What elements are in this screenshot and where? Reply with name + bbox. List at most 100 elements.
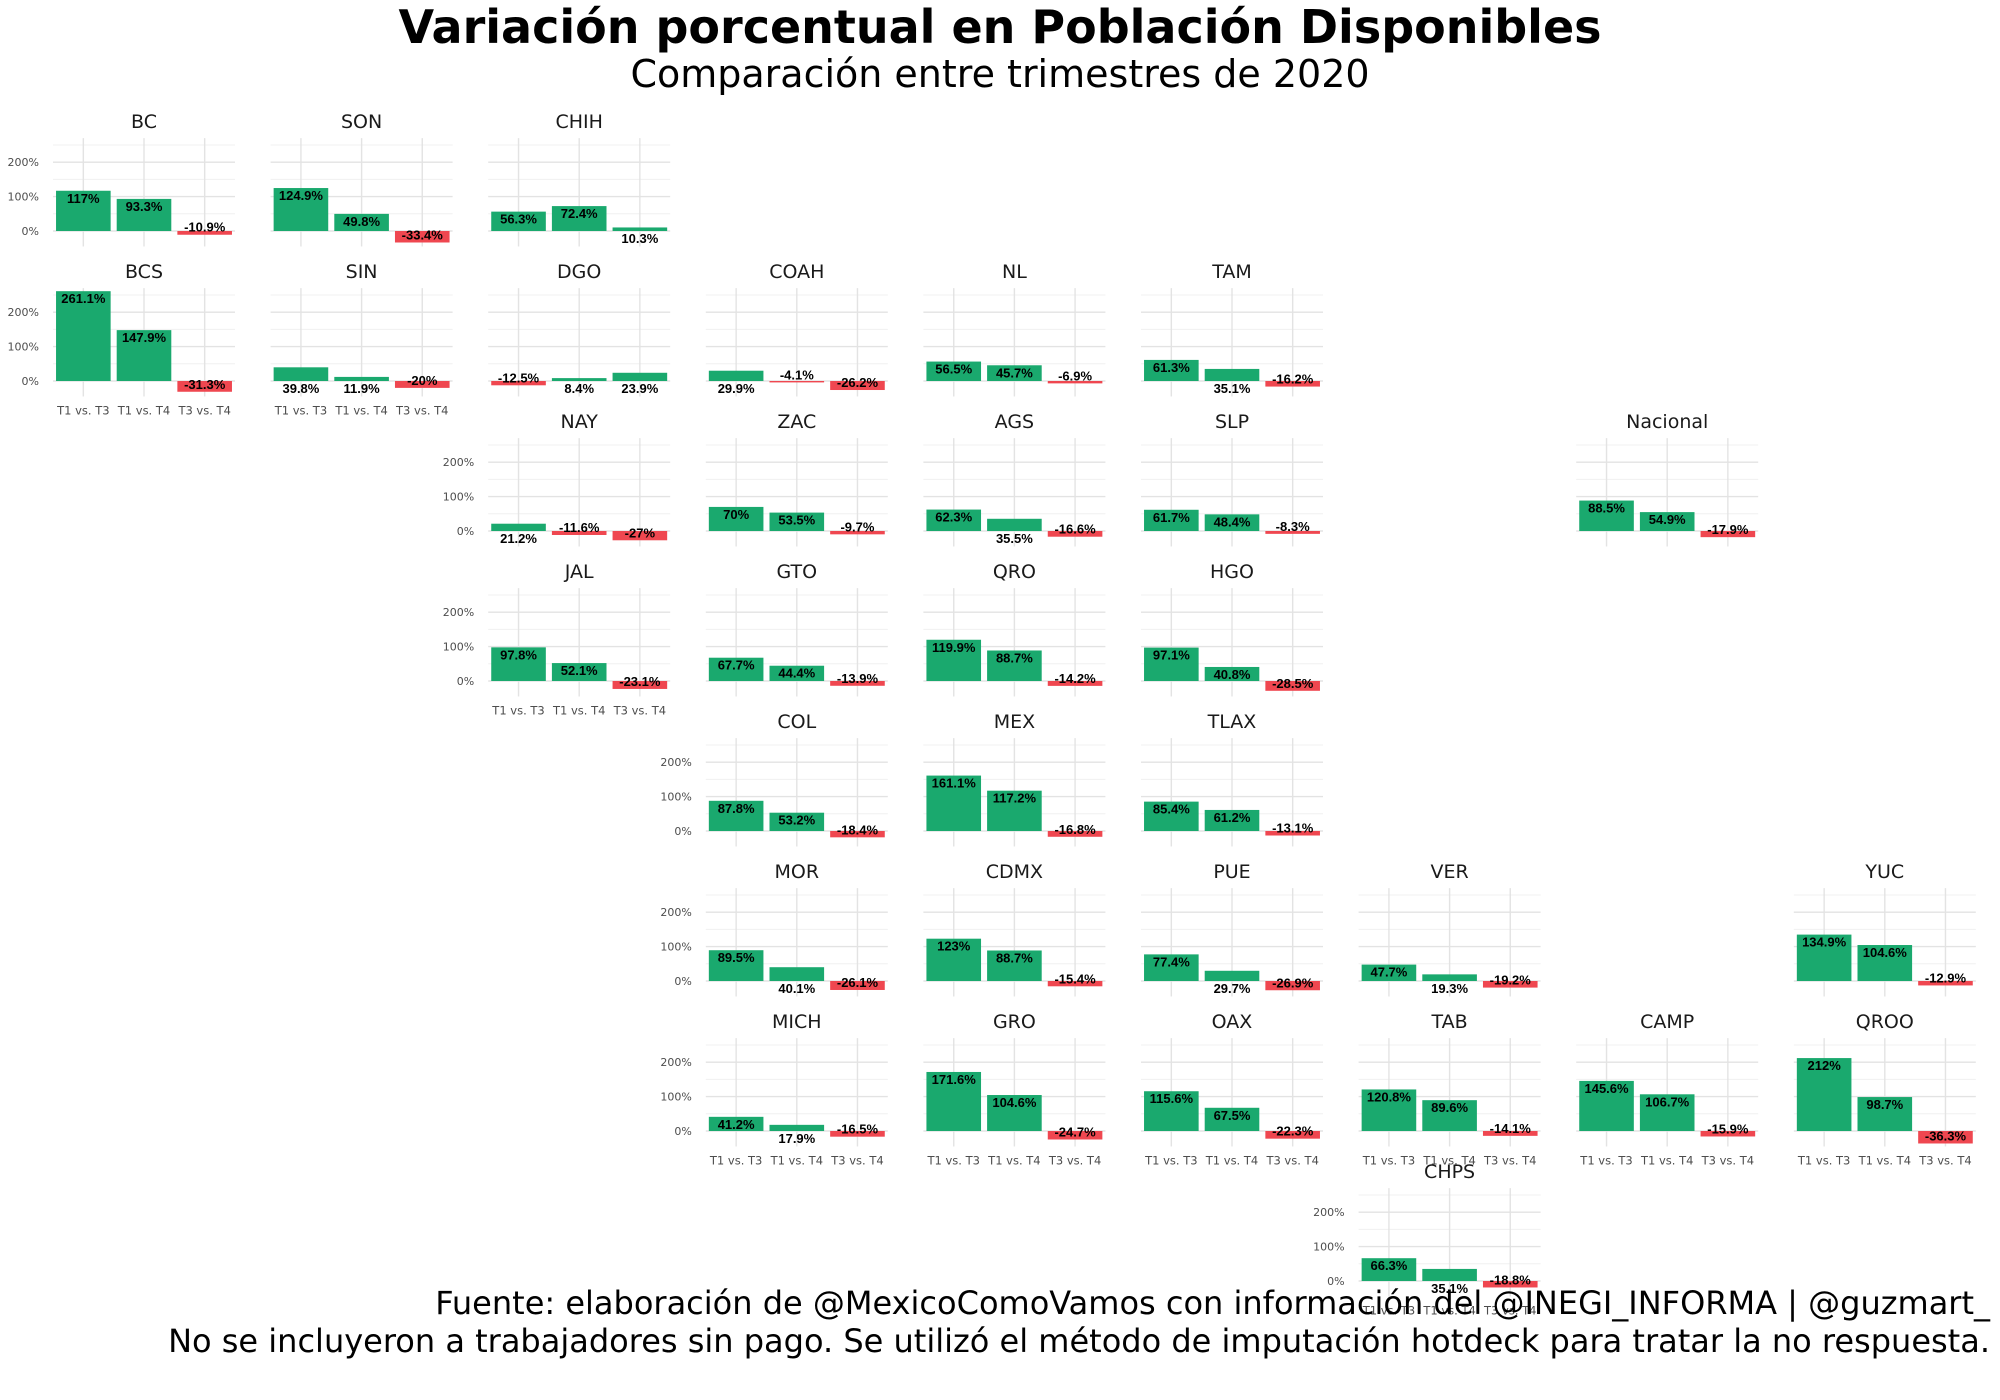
bar xyxy=(273,188,329,231)
data-label: 104.6% xyxy=(1863,945,1908,960)
facet-title: NL xyxy=(1002,261,1027,283)
data-label: 61.2% xyxy=(1214,810,1251,825)
facet-title: OAX xyxy=(1212,1011,1253,1033)
bar xyxy=(1639,1094,1695,1131)
data-label: 35.1% xyxy=(1431,1281,1468,1296)
facet-title: SLP xyxy=(1215,411,1249,433)
bar xyxy=(1047,1131,1103,1140)
facet-tam: TAM 61.3% 35.1% -16.2% xyxy=(1141,261,1323,397)
data-label: -20% xyxy=(407,373,438,388)
bar xyxy=(1144,647,1199,681)
bar xyxy=(708,370,764,381)
y-tick-label: 0% xyxy=(457,525,474,538)
bar xyxy=(1700,1131,1756,1137)
bar xyxy=(1796,934,1852,981)
data-label: 41.2% xyxy=(718,1117,755,1132)
data-label: 70% xyxy=(723,507,749,522)
data-label: -24.7% xyxy=(1054,1124,1096,1139)
bar xyxy=(116,198,172,231)
bar xyxy=(1422,1268,1477,1281)
data-label: 147.9% xyxy=(122,330,167,345)
data-label: -10.9% xyxy=(184,220,226,235)
data-label: -16.5% xyxy=(837,1122,879,1137)
y-tick-label: 0% xyxy=(674,825,691,838)
x-tick-label: T3 vs. T4 xyxy=(1701,1153,1754,1167)
facet-dgo: DGO -12.5% 8.4% 23.9% xyxy=(488,261,671,397)
bar xyxy=(56,190,111,231)
data-label: 161.1% xyxy=(932,776,977,791)
x-tick-label: T3 vs. T4 xyxy=(1918,1153,1971,1167)
data-label: 53.5% xyxy=(778,513,815,528)
bar xyxy=(394,381,450,388)
y-tick-label: 200% xyxy=(443,456,474,469)
y-tick-label: 200% xyxy=(660,906,691,919)
facet-title: JAL xyxy=(564,561,594,583)
data-label: -31.3% xyxy=(184,377,226,392)
bar xyxy=(1482,1131,1538,1136)
bar xyxy=(830,831,885,838)
data-label: 62.3% xyxy=(935,510,972,525)
bar xyxy=(987,518,1042,531)
x-tick-label: T3 vs. T4 xyxy=(1483,1153,1536,1167)
facet-title: DGO xyxy=(557,261,601,283)
data-label: 61.7% xyxy=(1153,510,1190,525)
facet-title: PUE xyxy=(1213,861,1250,883)
data-label: -16.6% xyxy=(1054,522,1096,537)
data-label: 123% xyxy=(937,939,971,954)
bar xyxy=(551,206,607,231)
facet-ver: VER 47.7% 19.3% -19.2% xyxy=(1358,861,1541,997)
facet-camp: CAMP 145.6% 106.7% -15.9% T1 vs. T3 T1 vs. T4… xyxy=(1576,1011,1759,1167)
data-label: -19.2% xyxy=(1490,973,1532,988)
data-label: 40.1% xyxy=(778,981,815,996)
y-tick-label: 100% xyxy=(443,491,474,504)
y-tick-label: 100% xyxy=(8,341,39,354)
data-label: 145.6% xyxy=(1584,1081,1629,1096)
y-tick-label: 200% xyxy=(1313,1206,1344,1219)
bar xyxy=(1422,974,1477,981)
bar xyxy=(1579,1080,1634,1131)
bar xyxy=(1857,945,1913,981)
x-tick-label: T3 vs. T4 xyxy=(1483,1303,1536,1317)
data-label: 106.7% xyxy=(1645,1094,1690,1109)
facet-tlax: TLAX 85.4% 61.2% -13.1% xyxy=(1141,711,1323,847)
bar xyxy=(551,531,607,535)
x-tick-label: T3 vs. T4 xyxy=(1048,1153,1101,1167)
x-tick-label: T1 vs. T4 xyxy=(1858,1153,1911,1167)
bar xyxy=(1700,531,1756,538)
facet-title: COAH xyxy=(769,261,824,283)
data-label: 52.1% xyxy=(561,663,598,678)
data-label: 17.9% xyxy=(778,1131,815,1146)
bar xyxy=(1361,964,1417,981)
data-label: -18.4% xyxy=(837,822,879,837)
data-label: 35.5% xyxy=(996,531,1033,546)
bar xyxy=(987,650,1042,681)
bar xyxy=(830,1131,885,1137)
bar xyxy=(1204,514,1260,531)
x-tick-label: T1 vs. T3 xyxy=(56,403,109,417)
data-label: -17.9% xyxy=(1707,522,1749,537)
data-label: 89.6% xyxy=(1431,1100,1468,1115)
data-label: 56.3% xyxy=(500,212,537,227)
facet-title: VER xyxy=(1430,861,1468,883)
data-label: 10.3% xyxy=(621,231,658,246)
data-label: 29.7% xyxy=(1214,981,1251,996)
bar xyxy=(1361,1258,1417,1281)
bar xyxy=(926,509,982,531)
data-label: 29.9% xyxy=(718,381,755,396)
data-label: 67.5% xyxy=(1214,1108,1251,1123)
data-label: 72.4% xyxy=(561,206,598,221)
bar xyxy=(1047,831,1103,837)
facet-zac: ZAC 70% 53.5% -9.7% xyxy=(705,411,888,547)
bar xyxy=(1857,1097,1913,1131)
bar xyxy=(1918,981,1973,986)
y-tick-label: 0% xyxy=(22,375,39,388)
data-label: -26.1% xyxy=(837,975,879,990)
y-tick-label: 200% xyxy=(660,1056,691,1069)
data-label: -14.2% xyxy=(1054,671,1096,686)
bar xyxy=(830,981,885,990)
x-tick-label: T3 vs. T4 xyxy=(177,403,230,417)
data-label: 89.5% xyxy=(718,950,755,965)
bar xyxy=(1204,809,1260,831)
bar xyxy=(769,381,825,383)
bar xyxy=(1047,681,1103,686)
